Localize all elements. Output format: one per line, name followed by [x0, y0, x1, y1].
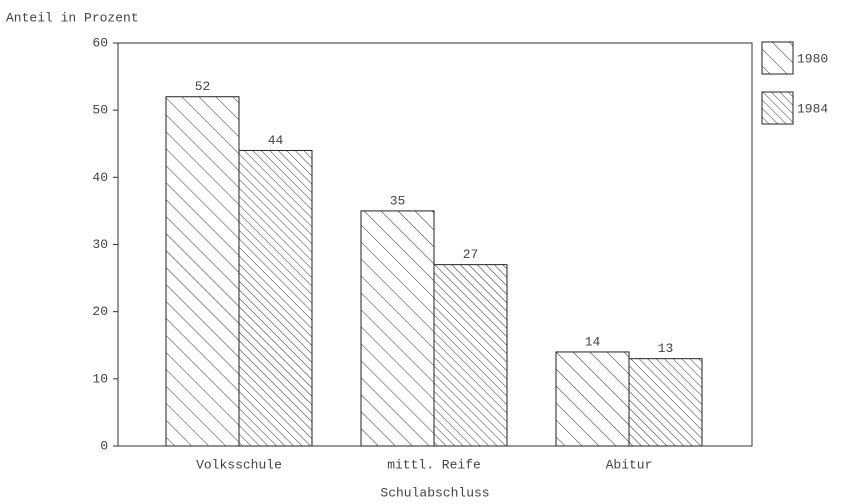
x-axis-label: Schulabschluss — [380, 485, 489, 500]
x-tick-label: Volksschule — [196, 457, 282, 472]
y-tick-label: 60 — [92, 35, 108, 50]
y-tick-label: 20 — [92, 304, 108, 319]
data-label: 14 — [585, 334, 601, 349]
bar — [360, 210, 435, 447]
x-tick-label: Abitur — [606, 457, 653, 472]
data-label: 27 — [463, 247, 479, 262]
data-label: 13 — [658, 341, 674, 356]
data-label: 44 — [268, 133, 284, 148]
data-label: 35 — [390, 193, 406, 208]
legend-swatch — [761, 41, 794, 75]
legend-label: 1980 — [797, 51, 828, 66]
y-tick-label: 0 — [100, 438, 108, 453]
bar — [555, 351, 630, 447]
y-tick-label: 40 — [92, 170, 108, 185]
bar — [238, 149, 313, 447]
x-tick-label: mittl. Reife — [387, 457, 481, 472]
y-tick-label: 30 — [92, 237, 108, 252]
data-label: 52 — [195, 79, 211, 94]
bar — [165, 96, 240, 447]
bar — [433, 264, 508, 447]
y-axis-label: Anteil in Prozent — [6, 10, 139, 25]
y-tick-label: 50 — [92, 103, 108, 118]
legend-swatch — [761, 91, 794, 125]
y-tick-label: 10 — [92, 371, 108, 386]
bar — [628, 358, 703, 447]
legend-label: 1984 — [797, 101, 828, 116]
